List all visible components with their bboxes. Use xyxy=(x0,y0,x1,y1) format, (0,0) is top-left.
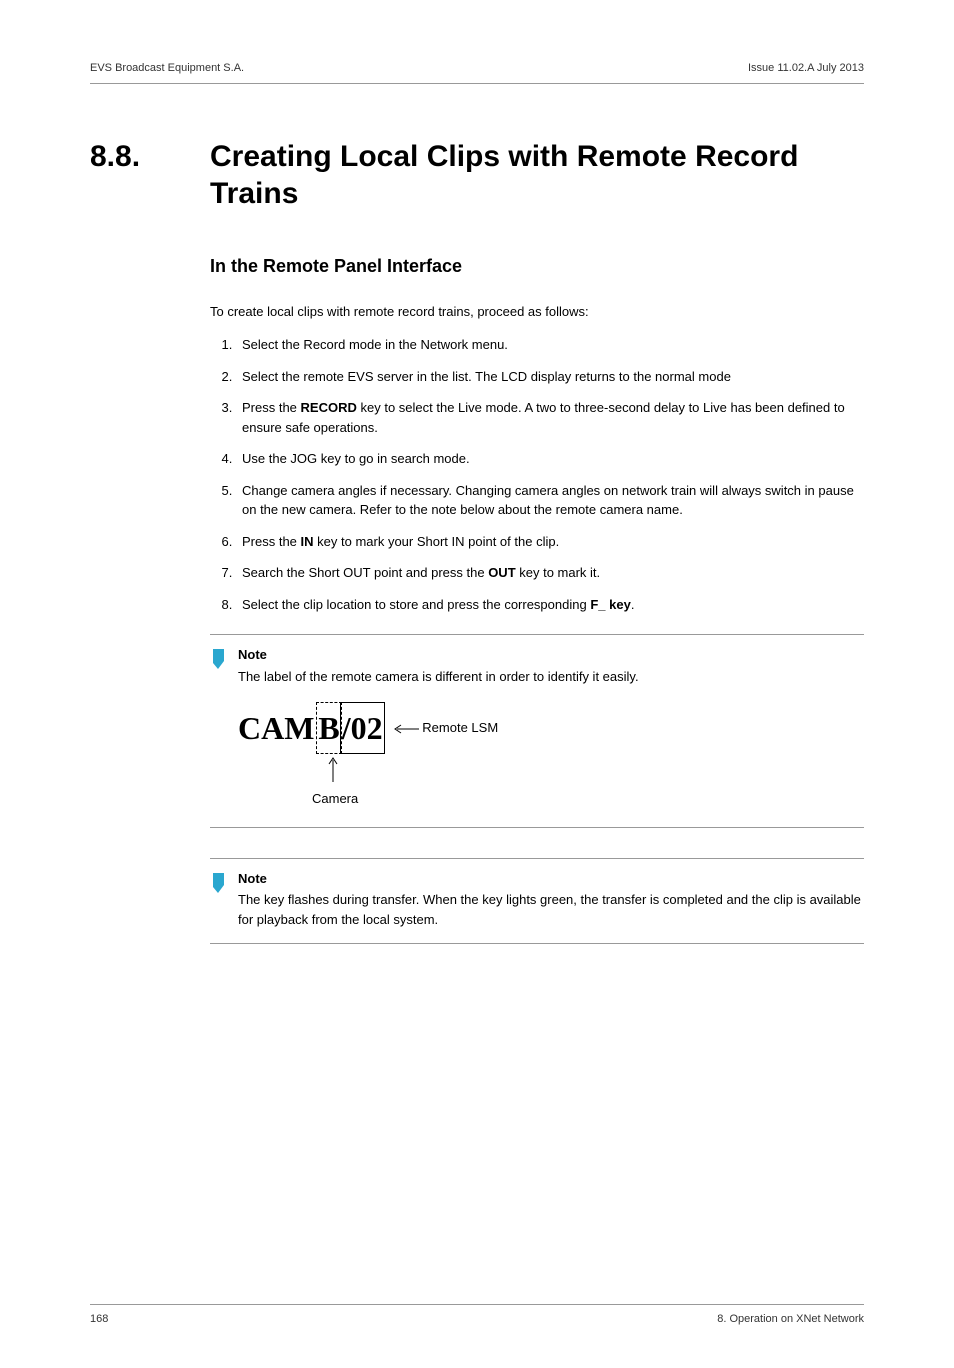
step-text: Use the JOG key to go in search mode. xyxy=(242,451,470,466)
step-text: key to mark your Short IN point of the c… xyxy=(314,534,560,549)
section-number: 8.8. xyxy=(90,134,210,179)
diagram-right-arrow: Remote LSM xyxy=(393,718,499,738)
step-text: . xyxy=(631,597,635,612)
page-footer: 168 8. Operation on XNet Network xyxy=(90,1304,864,1328)
step-text: Select the clip location to store and pr… xyxy=(242,597,590,612)
diagram-prefix: CAM xyxy=(238,704,314,752)
note-box-2: Note The key flashes during transfer. Wh… xyxy=(210,858,864,945)
step-item: Use the JOG key to go in search mode. xyxy=(236,449,864,469)
diagram-right-label: Remote LSM xyxy=(422,720,498,735)
note-body: Note The label of the remote camera is d… xyxy=(238,645,864,813)
note-text: The key flashes during transfer. When th… xyxy=(238,890,864,929)
step-item: Select the remote EVS server in the list… xyxy=(236,367,864,387)
step-text: Search the Short OUT point and press the xyxy=(242,565,488,580)
section-heading: 8.8. Creating Local Clips with Remote Re… xyxy=(90,134,864,213)
step-bold: RECORD xyxy=(301,400,357,415)
diagram-bottom-label: Camera xyxy=(312,789,864,809)
note-title: Note xyxy=(238,645,864,665)
step-item: Press the IN key to mark your Short IN p… xyxy=(236,532,864,552)
step-text: Press the xyxy=(242,534,301,549)
note-tag-icon xyxy=(210,645,238,677)
note-box-1: Note The label of the remote camera is d… xyxy=(210,634,864,828)
header-left: EVS Broadcast Equipment S.A. xyxy=(90,60,244,77)
subheading: In the Remote Panel Interface xyxy=(210,253,864,280)
content-area: In the Remote Panel Interface To create … xyxy=(210,253,864,945)
diagram-boxed-letter: B xyxy=(318,704,339,752)
section-title: Creating Local Clips with Remote Record … xyxy=(210,138,864,213)
footer-chapter: 8. Operation on XNet Network xyxy=(717,1311,864,1328)
note-text: The label of the remote camera is differ… xyxy=(238,667,864,687)
step-item: Select the Record mode in the Network me… xyxy=(236,335,864,355)
step-item: Change camera angles if necessary. Chang… xyxy=(236,481,864,520)
note-title: Note xyxy=(238,869,864,889)
header-right: Issue 11.02.A July 2013 xyxy=(748,60,864,77)
page-header: EVS Broadcast Equipment S.A. Issue 11.02… xyxy=(90,60,864,84)
step-bold: F_ key xyxy=(590,597,630,612)
step-text: key to mark it. xyxy=(516,565,601,580)
step-item: Select the clip location to store and pr… xyxy=(236,595,864,615)
diagram-framed-text: /02 xyxy=(342,704,383,752)
step-bold: IN xyxy=(301,534,314,549)
step-bold: OUT xyxy=(488,565,515,580)
intro-text: To create local clips with remote record… xyxy=(210,302,864,322)
step-text: Select the remote EVS server in the list… xyxy=(242,369,731,384)
step-item: Search the Short OUT point and press the… xyxy=(236,563,864,583)
note-tag-icon xyxy=(210,869,238,901)
steps-list: Select the Record mode in the Network me… xyxy=(210,335,864,614)
step-item: Press the RECORD key to select the Live … xyxy=(236,398,864,437)
diagram-up-arrow xyxy=(328,756,864,785)
step-text: Select the Record mode in the Network me… xyxy=(242,337,508,352)
step-text: Press the xyxy=(242,400,301,415)
step-text: Change camera angles if necessary. Chang… xyxy=(242,483,854,518)
footer-page-number: 168 xyxy=(90,1311,108,1328)
note-body: Note The key flashes during transfer. Wh… xyxy=(238,869,864,930)
camera-label-diagram: CAMB/02 Remote LSM Camera xyxy=(238,704,864,809)
